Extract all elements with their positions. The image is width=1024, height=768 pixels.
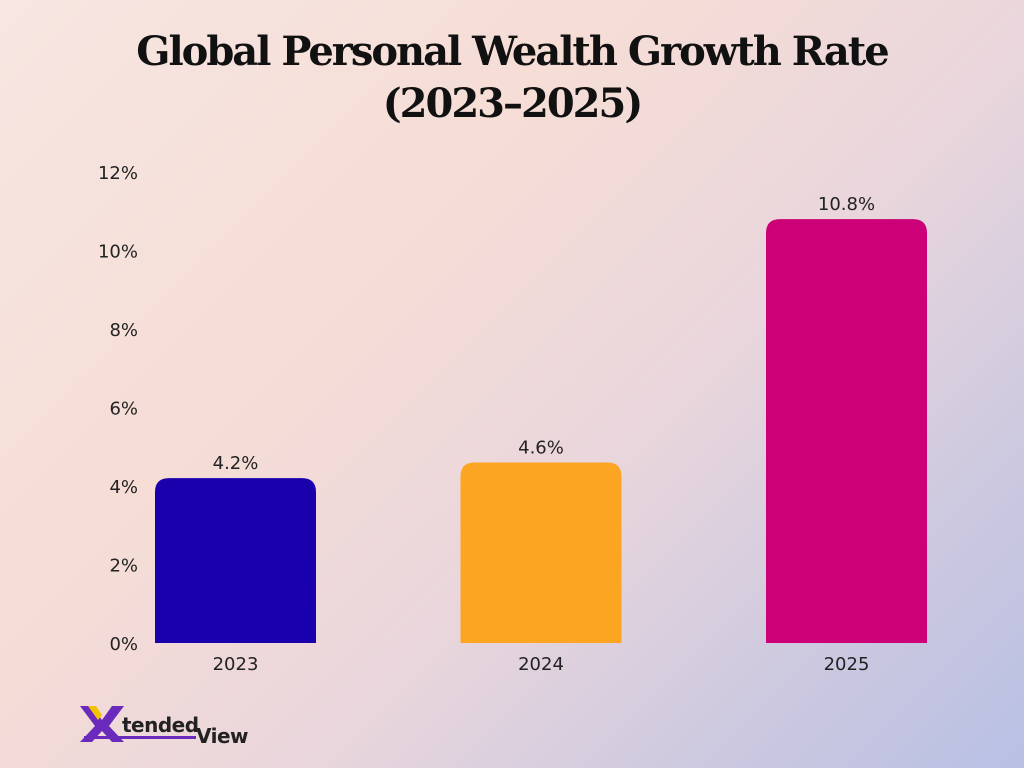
- value-label-2023: 4.2%: [213, 453, 259, 474]
- bar-2023: [155, 478, 316, 643]
- xtendedview-logo: tended View: [78, 702, 268, 748]
- y-tick-label: 8%: [109, 320, 138, 341]
- chart-title-line-2: (2023–2025): [382, 80, 644, 127]
- chart-title: Global Personal Wealth Growth Rate (2023…: [0, 26, 1024, 130]
- x-tick-label-2023: 2023: [213, 654, 259, 675]
- value-label-2025: 10.8%: [818, 194, 875, 215]
- x-tick-label-2025: 2025: [824, 654, 870, 675]
- value-label-2024: 4.6%: [518, 437, 564, 458]
- x-tick-label-2024: 2024: [518, 654, 564, 675]
- logo-rest-text: View: [196, 724, 249, 748]
- bar-chart: 0% 2% 4% 6% 8% 10% 12% 4.2% 2023 4.6% 2024 10.8% 202…: [98, 163, 927, 675]
- bar-2025: [766, 219, 927, 643]
- svg-text:tended: tended: [122, 713, 199, 737]
- y-tick-label: 0%: [109, 634, 138, 655]
- chart-title-line-1: Global Personal Wealth Growth Rate: [136, 28, 889, 75]
- y-tick-label: 10%: [98, 242, 138, 263]
- y-tick-label: 2%: [109, 556, 138, 577]
- y-tick-label: 12%: [98, 163, 138, 184]
- logo-mark: tended: [80, 706, 199, 742]
- y-tick-label: 4%: [109, 477, 138, 498]
- y-tick-label: 6%: [109, 399, 138, 420]
- bar-2024: [460, 462, 622, 643]
